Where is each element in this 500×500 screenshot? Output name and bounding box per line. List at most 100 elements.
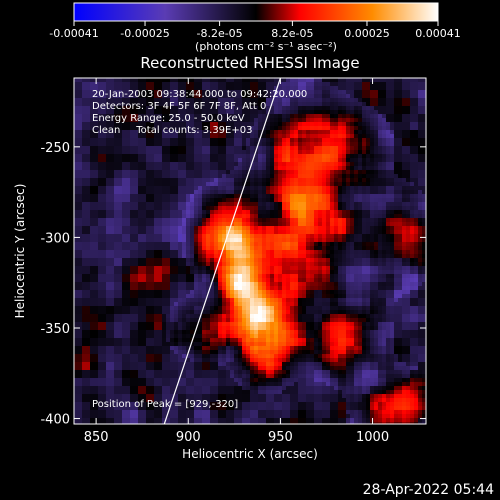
heatmap-cell	[250, 298, 254, 302]
heatmap-cell	[146, 146, 150, 150]
heatmap-cell	[94, 90, 98, 94]
heatmap-cell	[366, 254, 370, 258]
heatmap-cell	[242, 114, 246, 118]
heatmap-cell	[86, 190, 90, 194]
heatmap-cell	[126, 286, 130, 290]
heatmap-cell	[374, 162, 378, 166]
heatmap-cell	[90, 266, 94, 270]
heatmap-cell	[342, 150, 346, 154]
heatmap-cell	[122, 262, 126, 266]
heatmap-cell	[274, 170, 278, 174]
heatmap-cell	[194, 86, 198, 90]
heatmap-cell	[194, 222, 198, 226]
heatmap-cell	[346, 90, 350, 94]
heatmap-cell	[378, 198, 382, 202]
heatmap-cell	[346, 138, 350, 142]
heatmap-cell	[110, 234, 114, 238]
heatmap-cell	[390, 290, 394, 294]
heatmap-cell	[402, 86, 406, 90]
heatmap-cell	[238, 206, 242, 210]
heatmap-cell	[342, 262, 346, 266]
heatmap-cell	[374, 286, 378, 290]
heatmap-cell	[266, 90, 270, 94]
heatmap-cell	[202, 162, 206, 166]
heatmap-cell	[354, 202, 358, 206]
heatmap-cell	[414, 86, 418, 90]
heatmap-cell	[190, 162, 194, 166]
heatmap-cell	[98, 150, 102, 154]
heatmap-cell	[98, 94, 102, 98]
heatmap-cell	[134, 158, 138, 162]
heatmap-cell	[398, 122, 402, 126]
heatmap-cell	[394, 118, 398, 122]
heatmap-cell	[326, 242, 330, 246]
heatmap-cell	[142, 266, 146, 270]
heatmap-cell	[94, 102, 98, 106]
heatmap-cell	[350, 226, 354, 230]
heatmap-cell	[118, 154, 122, 158]
heatmap-cell	[398, 194, 402, 198]
heatmap-cell	[338, 258, 342, 262]
heatmap-cell	[122, 170, 126, 174]
heatmap-cell	[110, 178, 114, 182]
heatmap-cell	[190, 182, 194, 186]
heatmap-cell	[382, 122, 386, 126]
heatmap-cell	[122, 190, 126, 194]
heatmap-cell	[418, 238, 422, 242]
heatmap-cell	[306, 158, 310, 162]
heatmap-cell	[198, 182, 202, 186]
heatmap-cell	[222, 182, 226, 186]
heatmap-cell	[306, 230, 310, 234]
heatmap-cell	[122, 94, 126, 98]
heatmap-cell	[118, 234, 122, 238]
heatmap-cell	[238, 182, 242, 186]
heatmap-cell	[422, 94, 426, 98]
heatmap-cell	[422, 214, 426, 218]
heatmap-cell	[398, 202, 402, 206]
heatmap-cell	[98, 294, 102, 298]
heatmap-cell	[214, 142, 218, 146]
heatmap-cell	[398, 158, 402, 162]
heatmap-cell	[394, 266, 398, 270]
heatmap-cell	[230, 250, 234, 254]
heatmap-cell	[98, 218, 102, 222]
heatmap-cell	[266, 246, 270, 250]
heatmap-cell	[110, 130, 114, 134]
heatmap-cell	[134, 90, 138, 94]
heatmap-cell	[122, 274, 126, 278]
heatmap-cell	[210, 98, 214, 102]
heatmap-cell	[74, 298, 78, 302]
heatmap-cell	[202, 254, 206, 258]
heatmap-cell	[210, 182, 214, 186]
heatmap-cell	[378, 282, 382, 286]
heatmap-cell	[150, 194, 154, 198]
heatmap-cell	[130, 186, 134, 190]
heatmap-cell	[334, 90, 338, 94]
heatmap-cell	[414, 82, 418, 86]
heatmap-cell	[94, 134, 98, 138]
heatmap-cell	[126, 126, 130, 130]
heatmap-cell	[370, 210, 374, 214]
heatmap-cell	[374, 274, 378, 278]
heatmap-cell	[74, 142, 78, 146]
heatmap-cell	[406, 130, 410, 134]
heatmap-cell	[210, 114, 214, 118]
heatmap-cell	[174, 298, 178, 302]
heatmap-cell	[122, 118, 126, 122]
heatmap-cell	[150, 210, 154, 214]
heatmap-cell	[286, 142, 290, 146]
heatmap-cell	[166, 266, 170, 270]
heatmap-cell	[342, 258, 346, 262]
heatmap-cell	[402, 110, 406, 114]
heatmap-cell	[110, 186, 114, 190]
heatmap-cell	[342, 122, 346, 126]
heatmap-cell	[354, 218, 358, 222]
heatmap-cell	[370, 86, 374, 90]
heatmap-cell	[330, 194, 334, 198]
heatmap-cell	[310, 234, 314, 238]
heatmap-cell	[206, 110, 210, 114]
heatmap-cell	[190, 198, 194, 202]
heatmap-cell	[330, 106, 334, 110]
heatmap-cell	[202, 134, 206, 138]
heatmap-cell	[374, 82, 378, 86]
